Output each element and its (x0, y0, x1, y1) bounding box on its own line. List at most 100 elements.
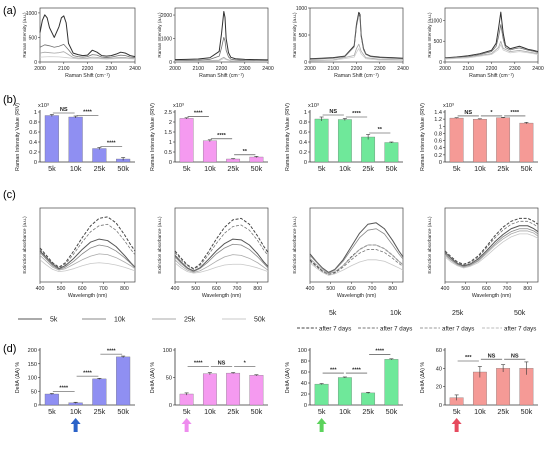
y-tick-label: 200 (28, 348, 37, 354)
significance-label: **** (375, 349, 385, 355)
bar (202, 373, 217, 406)
y-tick-label: 0.2 (434, 153, 442, 159)
bar (361, 392, 376, 406)
y-tick-label: 0.4 (299, 140, 307, 146)
category-label: 10k (204, 164, 216, 173)
series-line (444, 228, 539, 267)
plot-frame (309, 7, 404, 63)
series-line (309, 249, 404, 276)
y-tick-label: 100 (298, 348, 307, 354)
y-tick-label: 500 (434, 39, 443, 45)
panel-label-d: (d) (3, 343, 16, 355)
legend-label: 50k (254, 317, 266, 324)
category-label: 5k (48, 164, 56, 173)
category-label: 50k (117, 407, 129, 416)
y-tick-label: 20 (436, 385, 442, 391)
y-tick-label: 0.8 (29, 120, 37, 126)
y-tick-label: 1000 (431, 18, 442, 24)
series-line (174, 36, 269, 62)
y-axis-label: DeltA (ΔA) % (420, 362, 426, 394)
y-axis-label: DeltA (ΔA) % (285, 362, 291, 394)
legend-label: 25k (184, 317, 196, 324)
chart-a1: 2000 2100 2200 2300 2400 0 500 1000 Raman Shift … (22, 7, 141, 79)
y-tick-label: 1.5 (164, 130, 172, 136)
plot-frame (444, 207, 539, 283)
y-axis-label: Raman Intensity Value (RIV) (285, 103, 291, 171)
panel-label-a: (a) (3, 5, 16, 17)
y-axis-label: Extinction absorbance (a.u.) (22, 216, 27, 274)
bar (314, 118, 329, 163)
y-tick-label: 0.4 (434, 146, 442, 152)
series-line (309, 228, 404, 274)
y-tick-label: 60 (301, 370, 307, 376)
bar (68, 116, 83, 163)
series-line (309, 14, 404, 60)
y-scale-label: x10³ (173, 103, 184, 109)
significance-label: * (244, 361, 247, 367)
bar (179, 393, 194, 406)
y-tick-label: 100 (28, 376, 37, 382)
y-tick-label: 1.2 (434, 117, 442, 123)
series-line (39, 43, 136, 58)
significance-label: ** (243, 149, 248, 155)
y-tick-label: 1000 (161, 37, 172, 43)
x-tick-label: 500 (326, 286, 335, 292)
y-tick-label: 0.4 (29, 140, 37, 146)
y-tick-label: 2 (169, 120, 172, 126)
series-line (39, 56, 136, 60)
x-tick-label: 700 (368, 286, 377, 292)
category-label: 5k (183, 164, 191, 173)
plot-frame (309, 207, 404, 283)
x-tick-label: 2000 (169, 66, 181, 72)
highlight-arrow-icon (70, 418, 81, 432)
y-tick-label: 0 (34, 403, 37, 409)
x-tick-label: 600 (212, 286, 221, 292)
category-label: 25k (94, 164, 106, 173)
bar (472, 118, 487, 163)
significance-label: *** (330, 367, 337, 373)
category-label: 10k (70, 164, 82, 173)
y-tick-label: 0 (439, 160, 442, 166)
x-axis-label: Wavelength (nm) (472, 293, 512, 299)
x-tick-label: 800 (253, 286, 262, 292)
y-scale-label: x10³ (38, 103, 49, 109)
panel-label-b: (b) (3, 94, 16, 106)
series-line (39, 253, 136, 271)
y-axis-label: Extinction absorbance (a.u.) (292, 216, 297, 274)
y-tick-label: 1000 (296, 6, 307, 12)
series-line (444, 233, 539, 269)
x-axis-label: Raman Shift (cm⁻¹) (199, 73, 244, 79)
series-line (444, 225, 539, 267)
bar (202, 140, 217, 163)
y-tick-label: 0 (169, 403, 172, 409)
plot-frame (39, 7, 136, 63)
x-tick-label: 500 (191, 286, 200, 292)
category-label: 50k (521, 164, 533, 173)
bar (226, 372, 241, 406)
category-label: 5k (453, 164, 461, 173)
bar (496, 368, 511, 406)
x-tick-label: 2000 (34, 66, 46, 72)
category-label: 10k (474, 407, 486, 416)
bar (496, 117, 511, 163)
y-tick-label: 0.2 (299, 150, 307, 156)
y-scale-label: x10³ (308, 103, 319, 109)
series-line (174, 11, 269, 61)
bar (92, 378, 107, 406)
x-axis-label: Raman Shift (cm⁻¹) (65, 73, 110, 79)
legend-label: 10k (114, 317, 126, 324)
x-tick-label: 2300 (105, 66, 117, 72)
category-label: 5k (183, 407, 191, 416)
x-tick-label: 2400 (262, 66, 274, 72)
x-tick-label: 2400 (129, 66, 141, 72)
series-line (174, 224, 269, 270)
bar (249, 375, 264, 406)
x-tick-label: 500 (57, 286, 66, 292)
bar (361, 136, 376, 163)
significance-label: NS (464, 110, 472, 116)
bar (92, 148, 107, 163)
y-tick-label: 0.6 (299, 130, 307, 136)
significance-label: **** (107, 141, 117, 147)
